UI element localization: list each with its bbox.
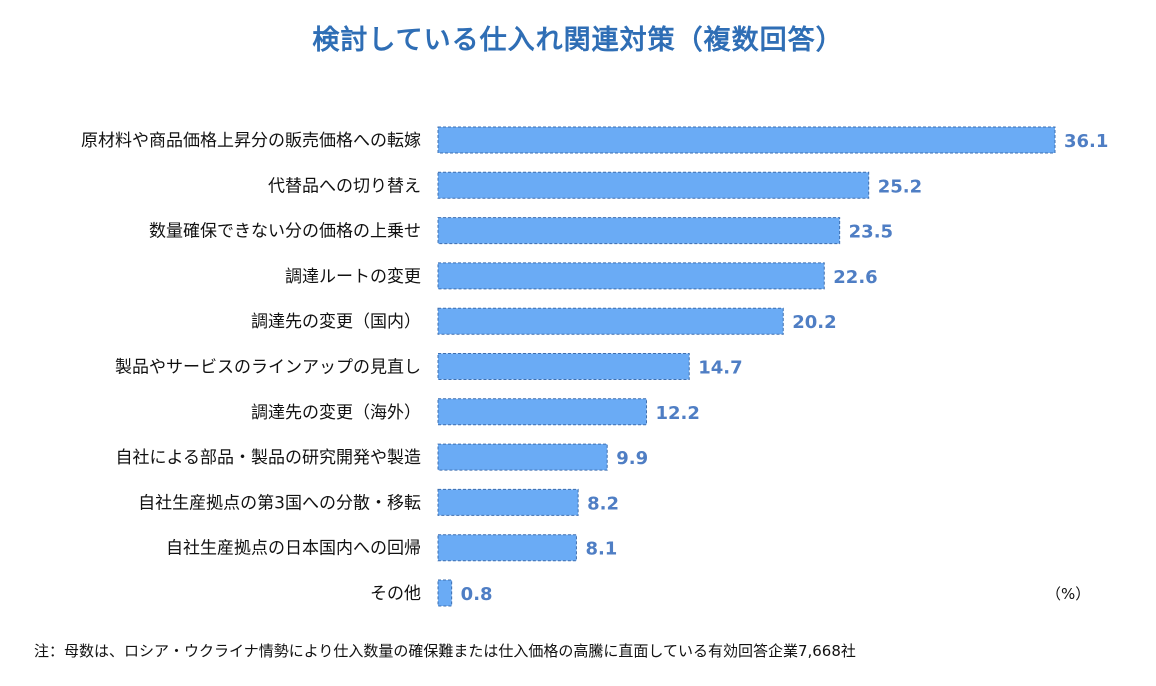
bar-2 <box>437 217 841 245</box>
value-label: 22.6 <box>833 267 877 288</box>
bars-layer <box>437 126 1056 607</box>
category-label: 数量確保できない分の価格の上乗せ <box>149 222 421 242</box>
value-label: 8.1 <box>585 539 617 560</box>
value-label: 20.2 <box>792 312 836 333</box>
category-label: 自社生産拠点の日本国内への回帰 <box>166 539 421 559</box>
value-label: 8.2 <box>587 493 619 514</box>
value-label: 25.2 <box>878 176 922 197</box>
value-label: 23.5 <box>849 222 893 243</box>
bar-4 <box>437 307 784 335</box>
bar-6 <box>437 398 648 426</box>
bar-1 <box>437 171 870 199</box>
category-label: 自社生産拠点の第3国への分散・移転 <box>138 493 421 513</box>
category-label: 原材料や商品価格上昇分の販売価格への転嫁 <box>81 131 421 151</box>
value-label: 14.7 <box>698 358 742 379</box>
bar-8 <box>437 488 579 516</box>
footnote: 注：母数は、ロシア・ウクライナ情勢により仕入数量の確保難または仕入価格の高騰に直… <box>34 642 856 660</box>
category-label: その他 <box>370 584 421 604</box>
bar-3 <box>437 262 825 290</box>
bar-0 <box>437 126 1056 154</box>
bar-9 <box>437 534 577 562</box>
category-label: 調達ルートの変更 <box>285 267 421 287</box>
value-label: 0.8 <box>461 584 493 605</box>
unit-label: （%） <box>1046 585 1091 603</box>
bar-10 <box>437 579 453 607</box>
value-label: 36.1 <box>1064 131 1108 152</box>
bar-7 <box>437 443 608 471</box>
bar-5 <box>437 353 690 380</box>
category-label: 自社による部品・製品の研究開発や製造 <box>116 448 422 468</box>
value-label: 9.9 <box>616 448 648 469</box>
category-label: 製品やサービスのラインアップの見直し <box>115 358 421 378</box>
category-label: 調達先の変更（海外） <box>251 403 421 423</box>
value-label: 12.2 <box>656 403 700 424</box>
chart-title: 検討している仕入れ関連対策（複数回答） <box>312 25 844 56</box>
category-label: 調達先の変更（国内） <box>251 312 421 332</box>
labels-layer: 原材料や商品価格上昇分の販売価格への転嫁 36.1 代替品への切り替え 25.2 数量確… <box>81 131 1108 605</box>
category-label: 代替品への切り替え <box>268 176 421 196</box>
